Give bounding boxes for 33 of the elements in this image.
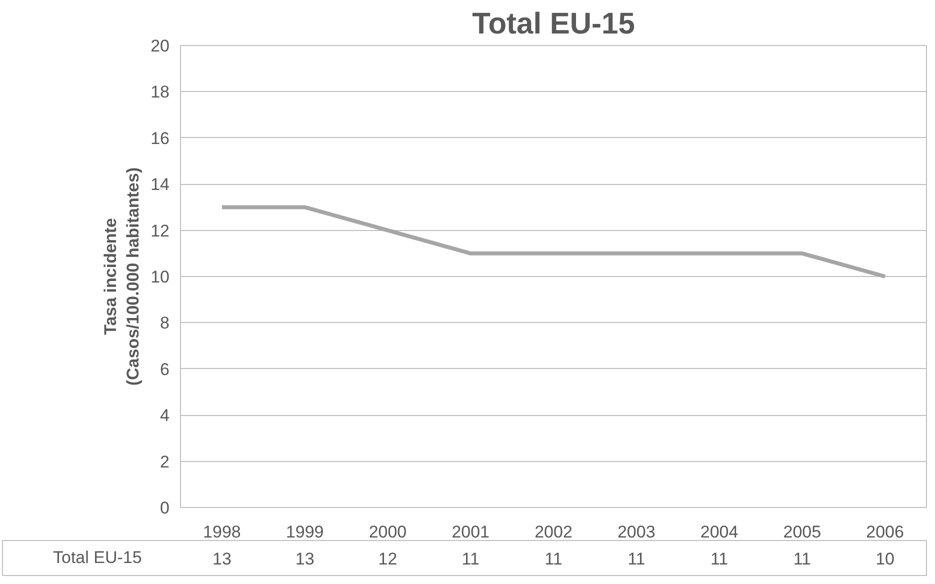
- y-tick-label: 18: [150, 82, 170, 102]
- data-label: 11: [793, 550, 811, 568]
- data-label: 11: [710, 550, 728, 568]
- y-tick-label: 10: [150, 268, 170, 286]
- x-tick-label: 2004: [700, 522, 738, 542]
- data-label: 13: [212, 550, 232, 568]
- data-label: 11: [628, 550, 646, 568]
- y-tick-label: 4: [160, 406, 170, 426]
- y-tick-label: 2: [160, 452, 170, 472]
- line-series: [220, 205, 888, 278]
- y-axis-title: Tasa incidente (Casos/100.000 habitantes): [100, 167, 143, 386]
- text: Total EU-15: [53, 548, 142, 568]
- y-tick-label: 20: [150, 36, 170, 56]
- x-tick-label: 1998: [203, 522, 241, 542]
- data-label: 11: [462, 550, 480, 568]
- y-tick-label: 12: [150, 221, 170, 240]
- y-tick-label: 0: [160, 498, 170, 518]
- y-tick-label: 16: [150, 128, 170, 148]
- x-tick-label: 2006: [866, 522, 904, 542]
- x-tick-label: 2001: [452, 522, 490, 542]
- x-tick-label: 2002: [534, 522, 572, 542]
- y-tick-label: 6: [160, 360, 170, 379]
- data-label: 12: [378, 550, 398, 568]
- data-label: 10: [876, 550, 895, 568]
- y-tick-label: 14: [150, 175, 170, 194]
- y-tick-label: 8: [160, 314, 170, 333]
- x-tick-label: 2000: [368, 522, 407, 542]
- data-label: 13: [295, 550, 314, 568]
- data-label: 11: [544, 550, 562, 568]
- chart-title: Total EU-15: [472, 8, 635, 40]
- x-tick-label: 1999: [286, 522, 324, 542]
- x-tick-label: 2005: [783, 522, 822, 542]
- x-tick-label: 2003: [617, 522, 656, 542]
